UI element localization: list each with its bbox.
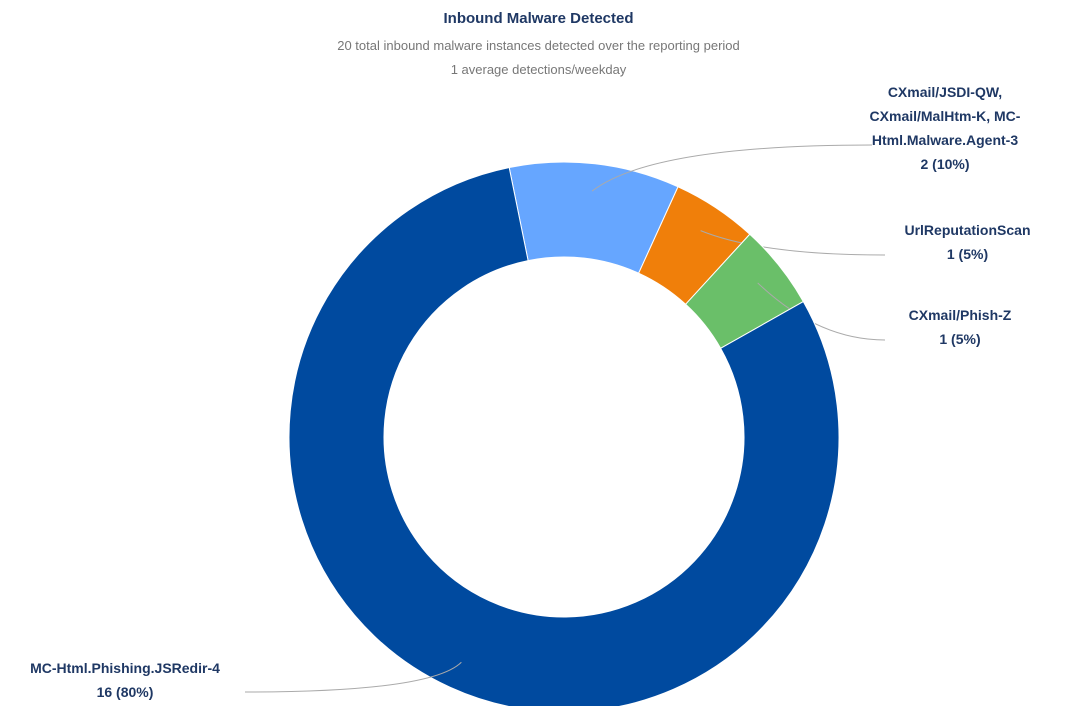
value-label: 1 (5%) (939, 331, 981, 347)
category-label: UrlReputationScan (904, 222, 1031, 238)
leader-line (244, 661, 462, 693)
chart-title: Inbound Malware Detected (443, 10, 634, 27)
subtitle: 1 average detections/weekday (450, 62, 627, 77)
value-label: 16 (80%) (96, 684, 154, 700)
leader-line (700, 230, 886, 256)
subtitle: 20 total inbound malware instances detec… (337, 38, 740, 53)
leader-line (757, 282, 886, 341)
data-label: CXmail/Phish-Z 1 (5%) (880, 303, 1040, 351)
category-label: MC-Html.Phishing.JSRedir-4 (30, 660, 220, 676)
category-label: CXmail/Phish-Z (908, 307, 1012, 323)
data-label: MC-Html.Phishing.JSRedir-4 16 (80%) (0, 656, 250, 704)
data-label: UrlReputationScan 1 (5%) (880, 218, 1055, 266)
value-label: 2 (10%) (920, 156, 970, 172)
donut-segment (288, 166, 840, 706)
leader-line (591, 144, 873, 192)
value-label: 1 (5%) (946, 246, 989, 262)
data-label: CXmail/JSDI-QW, CXmail/MalHtm-K, MC-Html… (860, 80, 1030, 176)
category-label: CXmail/JSDI-QW, CXmail/MalHtm-K, MC-Html… (869, 84, 1021, 148)
